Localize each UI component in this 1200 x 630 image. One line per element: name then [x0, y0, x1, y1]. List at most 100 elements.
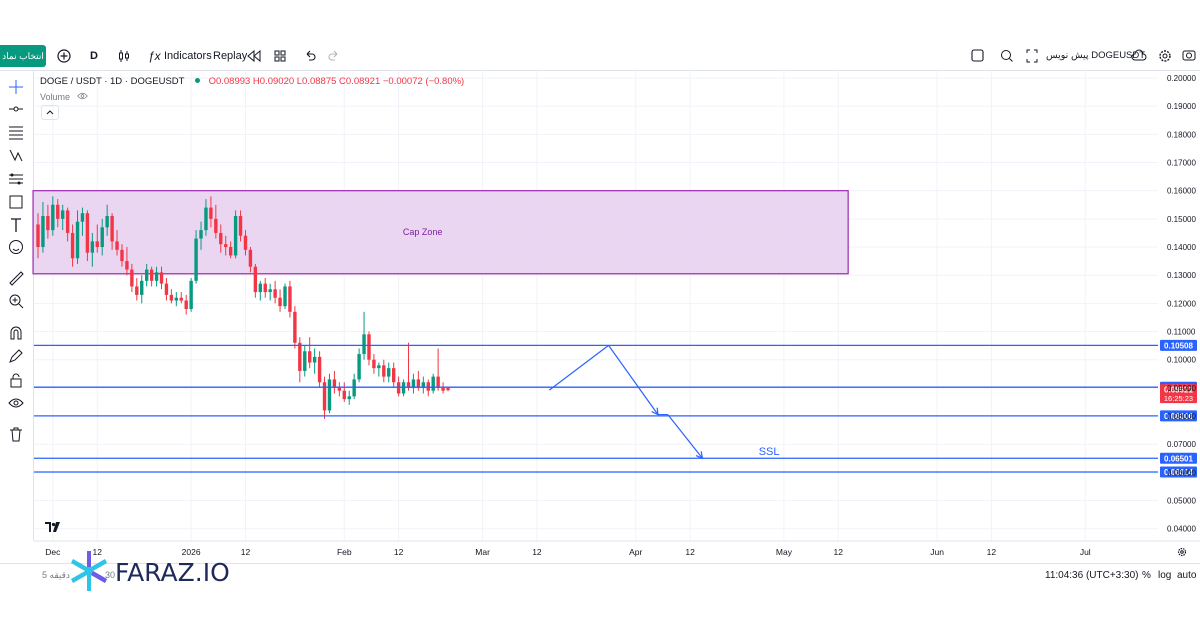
candle-body [421, 382, 426, 388]
legend-ohlc: O0.08993 H0.09020 L0.08875 C0.08921 −0.0… [208, 76, 465, 87]
candle-body [406, 382, 411, 388]
candle-body [303, 351, 307, 371]
fx-icon[interactable]: ƒx [148, 49, 161, 63]
trend-line-icon[interactable] [8, 101, 24, 117]
candle-body [85, 213, 90, 253]
plus-circle-icon[interactable] [56, 42, 72, 70]
magnet-icon[interactable] [8, 325, 24, 341]
candle-body [253, 266, 258, 293]
candle-body [446, 388, 450, 391]
indicators-button[interactable]: Indicators [164, 50, 212, 62]
candle-body [46, 216, 50, 231]
candle-body [233, 216, 238, 256]
cloud-icon[interactable] [1131, 42, 1147, 70]
range-label-2[interactable]: 30 [105, 570, 116, 580]
pencil-lock-icon[interactable] [8, 348, 24, 364]
candle-body [214, 218, 218, 233]
undo-icon[interactable] [303, 42, 317, 70]
symbol-search-button[interactable]: انتخاب نماد [0, 45, 46, 67]
interval-button[interactable]: D [90, 50, 98, 62]
ruler-icon[interactable] [8, 270, 24, 286]
candles-icon[interactable] [117, 42, 131, 70]
candle-body [248, 249, 253, 267]
candle-body [441, 387, 445, 391]
shape-icon[interactable] [8, 194, 24, 210]
collapse-legend-button[interactable] [41, 105, 59, 120]
candle-body [144, 269, 149, 281]
candle-body [80, 213, 85, 222]
redo-icon[interactable] [327, 42, 341, 70]
lock-icon[interactable] [8, 372, 24, 388]
candle-body [125, 261, 129, 270]
camera-icon[interactable] [1182, 42, 1196, 70]
y-tick-label: 0.07000 [1167, 440, 1196, 449]
trash-icon[interactable] [8, 426, 24, 442]
candle-body [372, 359, 376, 369]
volume-legend[interactable]: Volume [40, 92, 88, 102]
projection-arrowhead [651, 407, 659, 416]
log-toggle[interactable]: log [1158, 570, 1172, 581]
candle-body [159, 272, 164, 284]
candles [36, 196, 450, 419]
emoji-icon[interactable] [8, 239, 24, 255]
candle-body [416, 379, 421, 388]
annotations: SSL [759, 446, 780, 458]
x-tick-label: Jun [930, 547, 944, 557]
candle-body [95, 241, 99, 248]
y-tick-label: 0.04000 [1167, 525, 1196, 534]
candle-body [278, 297, 282, 307]
candle-body [387, 368, 391, 377]
candle-body [70, 232, 75, 259]
eye-icon[interactable] [8, 395, 24, 411]
projection [548, 344, 704, 460]
rewind-icon[interactable] [246, 42, 262, 70]
eye-icon[interactable] [76, 92, 88, 102]
y-tick-label: 0.08000 [1167, 412, 1196, 421]
zoom-in-icon[interactable] [8, 293, 24, 309]
fullscreen-icon[interactable] [1025, 42, 1039, 70]
level-tag [1160, 339, 1197, 351]
countdown-label: 16:25:23 [1164, 394, 1193, 403]
candle-body [243, 235, 248, 250]
candle-body [179, 297, 183, 301]
candle-body [164, 283, 169, 295]
percent-toggle[interactable]: % [1142, 570, 1151, 581]
range-label[interactable]: 5 دقیقه [42, 570, 70, 580]
y-tick-label: 0.20000 [1167, 74, 1196, 83]
tradingview-logo-icon [45, 520, 61, 538]
candle-body [61, 210, 65, 219]
text-icon[interactable] [8, 217, 24, 233]
layout-icon[interactable] [273, 42, 287, 70]
candle-body [154, 272, 159, 281]
faraz-logo-mark-icon [71, 551, 107, 591]
candle-body [100, 227, 104, 248]
pattern-icon[interactable] [8, 147, 24, 163]
candle-body [273, 289, 277, 298]
gear-icon[interactable] [1158, 42, 1172, 70]
replay-button[interactable]: Replay [213, 50, 248, 62]
y-tick-label: 0.11000 [1167, 328, 1196, 337]
candle-body [169, 294, 174, 301]
prediction-icon[interactable] [8, 171, 24, 187]
fib-icon[interactable] [8, 124, 24, 140]
candle-body [357, 354, 361, 380]
candle-body [347, 396, 351, 400]
bottom-bar: 5 دقیقه 30 11:04:36 (UTC+3:30) % log aut… [0, 563, 1200, 588]
square-icon[interactable] [970, 42, 984, 70]
alert-icon[interactable] [1000, 42, 1014, 70]
x-tick-label: Apr [629, 547, 642, 557]
candle-body [184, 300, 188, 309]
auto-toggle[interactable]: auto [1177, 570, 1197, 581]
candle-body [288, 286, 292, 312]
level-tag [1160, 410, 1197, 422]
x-tick-label: Mar [475, 547, 490, 557]
price-axis: 0.20000 0.19000 0.18000 0.17000 0.16000 0.150… [1167, 74, 1196, 534]
crosshair-icon[interactable] [8, 79, 24, 95]
candle-body [90, 241, 95, 253]
candle-body [228, 247, 233, 256]
publish-label[interactable]: پیش نویس DOGEUSDT [1046, 50, 1146, 61]
clock-readout[interactable]: 11:04:36 (UTC+3:30) [1045, 570, 1139, 581]
candle-body [298, 342, 302, 371]
x-tick-label: May [776, 547, 793, 557]
